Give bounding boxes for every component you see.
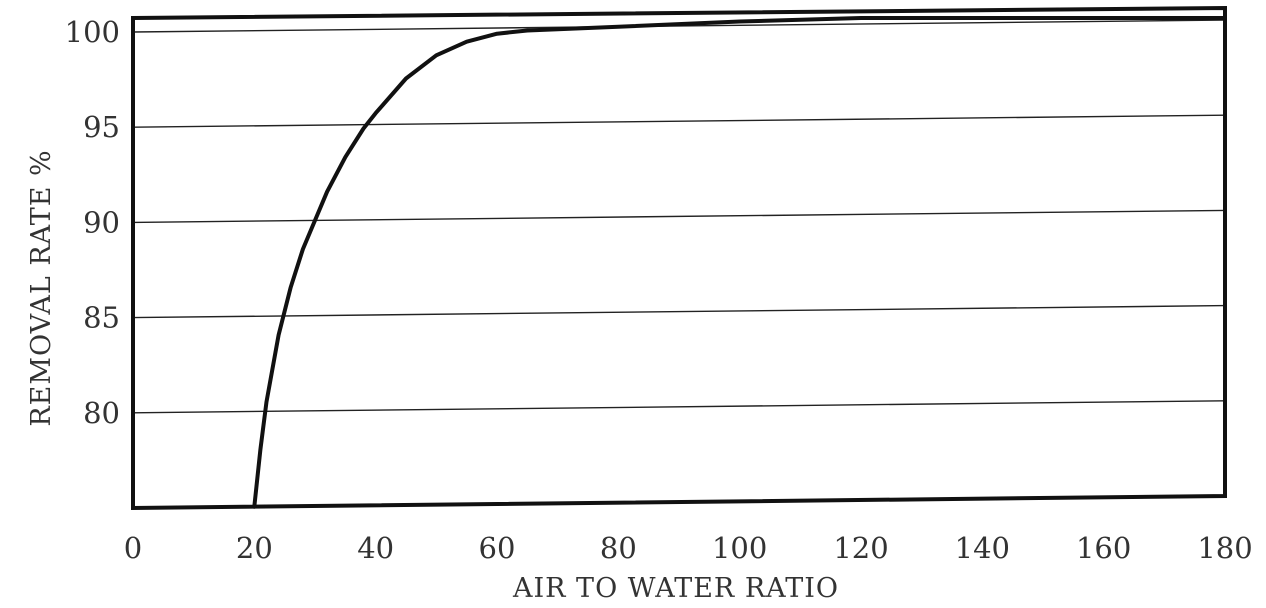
y-tick-label-90: 90 [83,205,120,239]
series-line-0 [252,16,1227,509]
x-tick-label-120: 120 [833,531,888,565]
y-tick-label-95: 95 [83,110,120,144]
x-axis-label: AIR TO WATER RATIO [512,573,839,604]
x-tick-label-140: 140 [955,531,1010,565]
plot-border [131,5,1227,511]
y-axis-label: REMOVAL RATE % [26,149,57,426]
series-lines [252,16,1227,509]
x-tick-label-0: 0 [124,531,142,565]
x-tick-label-180: 180 [1197,531,1252,565]
y-tick-label-85: 85 [83,301,120,335]
y-tick-labels: 100 95 90 85 80 [65,15,120,430]
plot-frame [131,5,1227,511]
y-tick-label-80: 80 [83,396,120,430]
gridline-95 [132,114,1226,128]
gridline-80 [132,400,1226,414]
x-tick-label-40: 40 [357,531,394,565]
x-tick-label-20: 20 [236,531,273,565]
x-tick-label-80: 80 [600,531,637,565]
x-tick-label-100: 100 [712,531,767,565]
x-tick-labels: 0 20 40 60 80 100 120 140 160 180 [124,531,1253,565]
y-tick-label-100: 100 [65,15,120,49]
x-tick-label-160: 160 [1076,531,1131,565]
gridline-90 [132,209,1226,224]
gridlines [132,19,1226,414]
gridline-85 [132,304,1226,319]
x-tick-label-60: 60 [479,531,516,565]
